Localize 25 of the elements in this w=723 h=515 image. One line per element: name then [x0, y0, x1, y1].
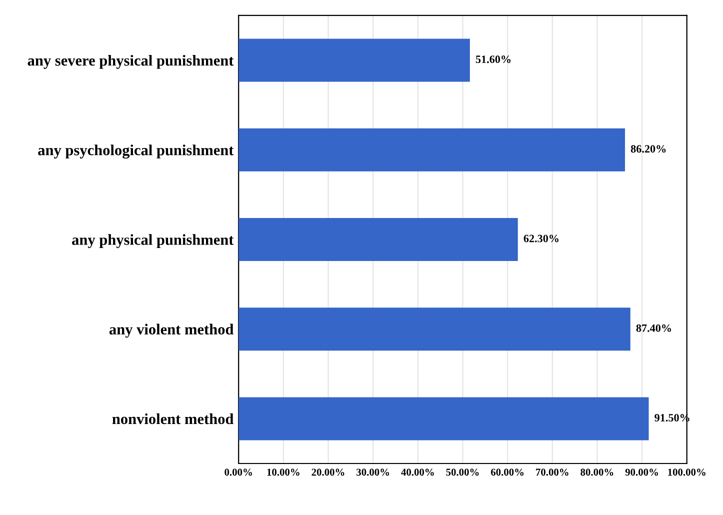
data-label: 87.40% [636, 324, 671, 332]
y-tick-label: any violent method [109, 324, 234, 338]
y-tick-label: any psychological punishment [38, 144, 234, 159]
x-tick-label: 30.00% [356, 468, 390, 476]
x-tick-label: 60.00% [490, 468, 524, 476]
data-label: 62.30% [524, 234, 558, 242]
x-tick-label: 10.00% [267, 468, 300, 476]
x-tick-label: 0.00% [224, 468, 252, 476]
x-tick-label: 80.00% [580, 468, 614, 476]
x-tick-label: 40.00% [401, 468, 434, 476]
bar [238, 397, 649, 440]
x-tick-label: 90.00% [625, 468, 658, 476]
bar [238, 38, 470, 82]
x-tick-label: 100.00% [668, 468, 706, 476]
x-tick-label: 20.00% [312, 468, 344, 476]
y-tick-label: nonviolent method [112, 413, 234, 424]
data-label: 86.20% [630, 145, 666, 153]
bar [238, 218, 518, 261]
bar [238, 128, 625, 172]
y-tick-label: any physical punishment [72, 234, 234, 248]
bar [238, 308, 630, 351]
y-tick-label: any severe physical punishment [28, 54, 234, 69]
x-tick-label: 50.00% [446, 468, 479, 476]
x-tick-label: 70.00% [536, 468, 568, 476]
data-label: 51.60% [476, 56, 511, 64]
